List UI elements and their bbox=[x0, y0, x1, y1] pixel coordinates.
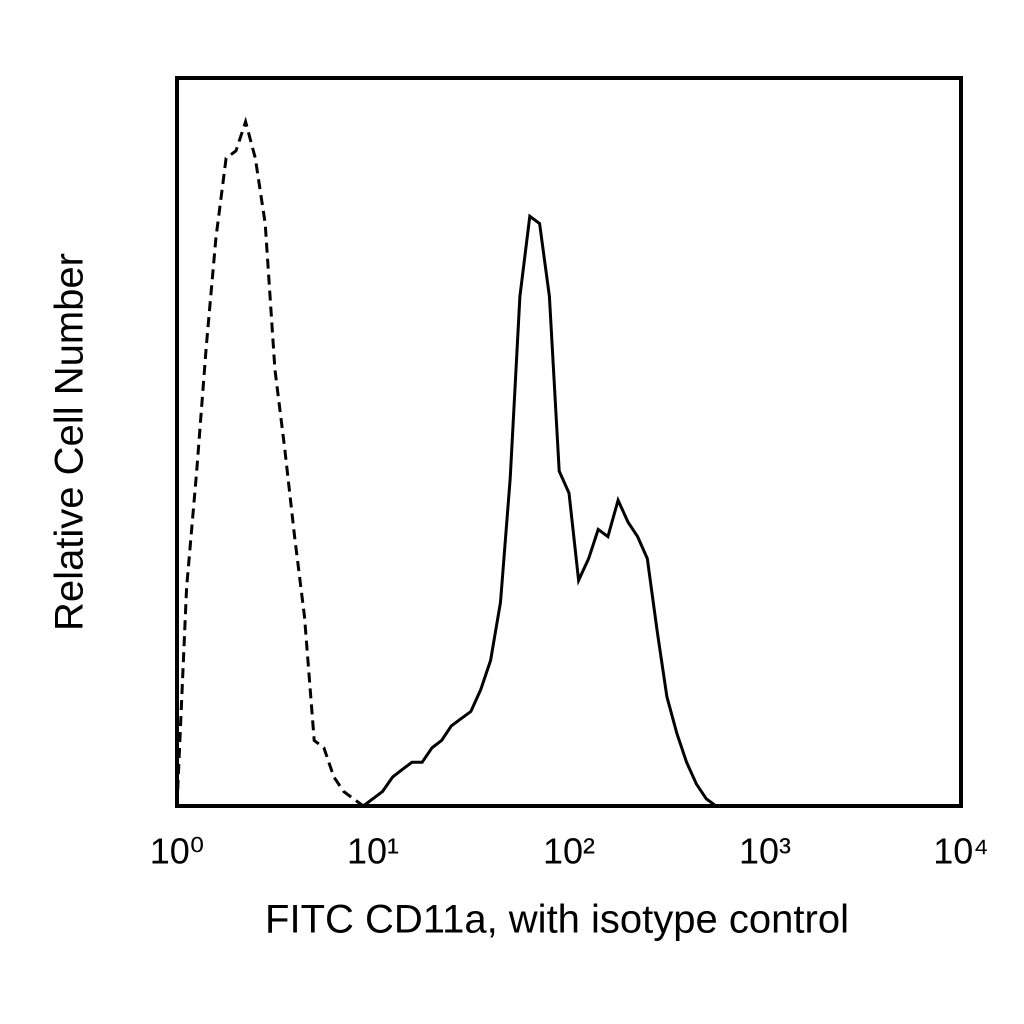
x-tick-label: 10² bbox=[543, 831, 595, 872]
x-tick-label: 10⁰ bbox=[150, 831, 204, 872]
x-axis-label: FITC CD11a, with isotype control bbox=[265, 898, 849, 942]
y-axis-label: Relative Cell Number bbox=[48, 253, 92, 631]
plot-frame bbox=[175, 76, 963, 808]
histogram-line bbox=[175, 116, 736, 808]
x-tick-label: 10³ bbox=[739, 831, 791, 872]
x-tick-label: 10⁴ bbox=[933, 831, 989, 872]
x-tick-label: 10¹ bbox=[347, 831, 399, 872]
histogram-line bbox=[362, 213, 726, 808]
